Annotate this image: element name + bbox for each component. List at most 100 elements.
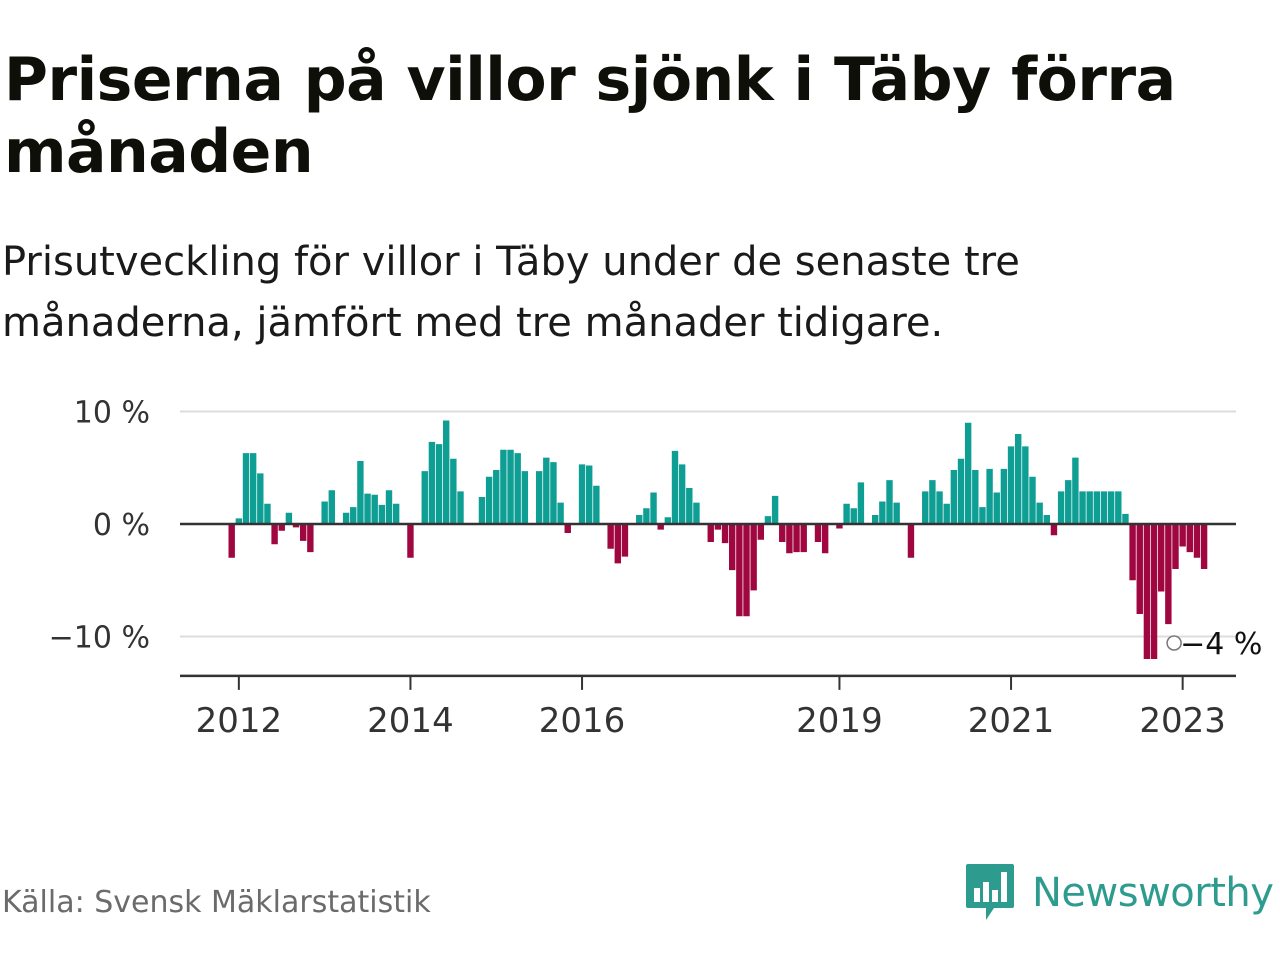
bar: [1193, 524, 1201, 558]
bar: [307, 524, 314, 553]
bar: [1107, 491, 1115, 525]
bar: [650, 492, 657, 524]
axes: [180, 522, 1236, 690]
bar: [657, 524, 664, 530]
bar: [257, 473, 264, 525]
bar: [1179, 524, 1186, 547]
bar: [714, 524, 722, 530]
bar: [800, 524, 807, 553]
bar: [729, 524, 736, 571]
bar: [521, 471, 529, 525]
bar: [1158, 524, 1165, 592]
bar: [1200, 524, 1208, 569]
bar: [893, 502, 900, 525]
y-tick-label: 0 %: [93, 508, 150, 543]
bar: [1186, 524, 1193, 553]
x-tick-label: 2019: [796, 701, 883, 741]
bar: [857, 482, 865, 525]
bar: [721, 524, 729, 544]
bar: [979, 507, 986, 525]
bar: [1150, 524, 1158, 659]
bar: [1129, 524, 1136, 581]
bar: [514, 453, 521, 525]
bar: [1000, 468, 1008, 525]
bar: [993, 492, 1000, 524]
bar: [300, 524, 307, 541]
bar: [886, 480, 893, 525]
bar: [1007, 446, 1015, 525]
bars: [228, 420, 1208, 659]
bar: [457, 491, 464, 525]
bar: [593, 485, 600, 524]
bar: [407, 524, 414, 558]
bar: [557, 502, 564, 525]
brand-name: Newsworthy: [1032, 870, 1274, 916]
bar: [750, 524, 757, 591]
bar: [614, 524, 621, 564]
bar: [1079, 491, 1086, 525]
y-tick-label: −10 %: [49, 621, 150, 656]
bar: [285, 512, 293, 524]
bar: [843, 503, 850, 524]
bar: [1065, 480, 1072, 525]
bar: [643, 508, 650, 524]
x-tick-label: 2012: [196, 701, 283, 741]
bar: [872, 515, 879, 524]
price-change-bar-chart: 10 % 0 % −10 % 2012 2014 2016 2019 2021 2023 −4 %: [49, 396, 1263, 741]
bar: [1172, 524, 1179, 569]
bar: [686, 488, 693, 524]
bar: [757, 524, 764, 540]
bar: [607, 524, 614, 549]
bar: [929, 480, 936, 525]
bar: [342, 512, 350, 524]
last-value-marker: [1166, 635, 1182, 651]
bar: [1072, 457, 1079, 525]
newsworthy-logo-icon: [966, 864, 1014, 920]
bar: [1086, 491, 1093, 525]
last-value-label: −4 %: [1180, 627, 1262, 662]
bar: [1136, 524, 1143, 614]
bar: [972, 470, 979, 524]
bar: [321, 501, 328, 524]
bar: [707, 524, 714, 542]
labels: 10 % 0 % −10 % 2012 2014 2016 2019 2021 2023 −4 %: [49, 396, 1263, 741]
bar: [535, 471, 543, 525]
bar: [292, 524, 300, 528]
bar: [850, 508, 857, 524]
newsworthy-logo[interactable]: Newsworthy: [964, 862, 1274, 924]
bar: [278, 524, 285, 531]
bar: [771, 495, 779, 525]
bar: [350, 507, 357, 525]
bar: [786, 524, 793, 554]
bar: [957, 458, 965, 524]
bar: [621, 524, 629, 557]
bar: [235, 518, 243, 525]
bar: [664, 517, 672, 524]
bar: [1029, 476, 1036, 524]
bar: [550, 462, 557, 525]
bar: [371, 494, 378, 524]
y-tick-label: 10 %: [74, 396, 150, 431]
bar: [228, 524, 235, 558]
bar: [507, 449, 514, 524]
bar: [385, 490, 393, 524]
bar: [943, 503, 950, 524]
bar: [814, 524, 822, 542]
bar: [328, 490, 335, 524]
bar: [478, 497, 486, 524]
bar: [485, 476, 493, 524]
bar: [1043, 515, 1050, 524]
bar: [693, 502, 700, 525]
bar: [1022, 446, 1029, 525]
bar: [1015, 434, 1022, 524]
bar: [736, 524, 743, 617]
bar: [922, 491, 929, 525]
bar: [242, 453, 250, 525]
bar: [578, 464, 586, 525]
bar: [435, 444, 443, 525]
bar: [421, 471, 428, 525]
x-tick-label: 2014: [367, 701, 454, 741]
bar: [793, 524, 800, 553]
bar: [1093, 491, 1101, 525]
bar: [779, 524, 786, 542]
